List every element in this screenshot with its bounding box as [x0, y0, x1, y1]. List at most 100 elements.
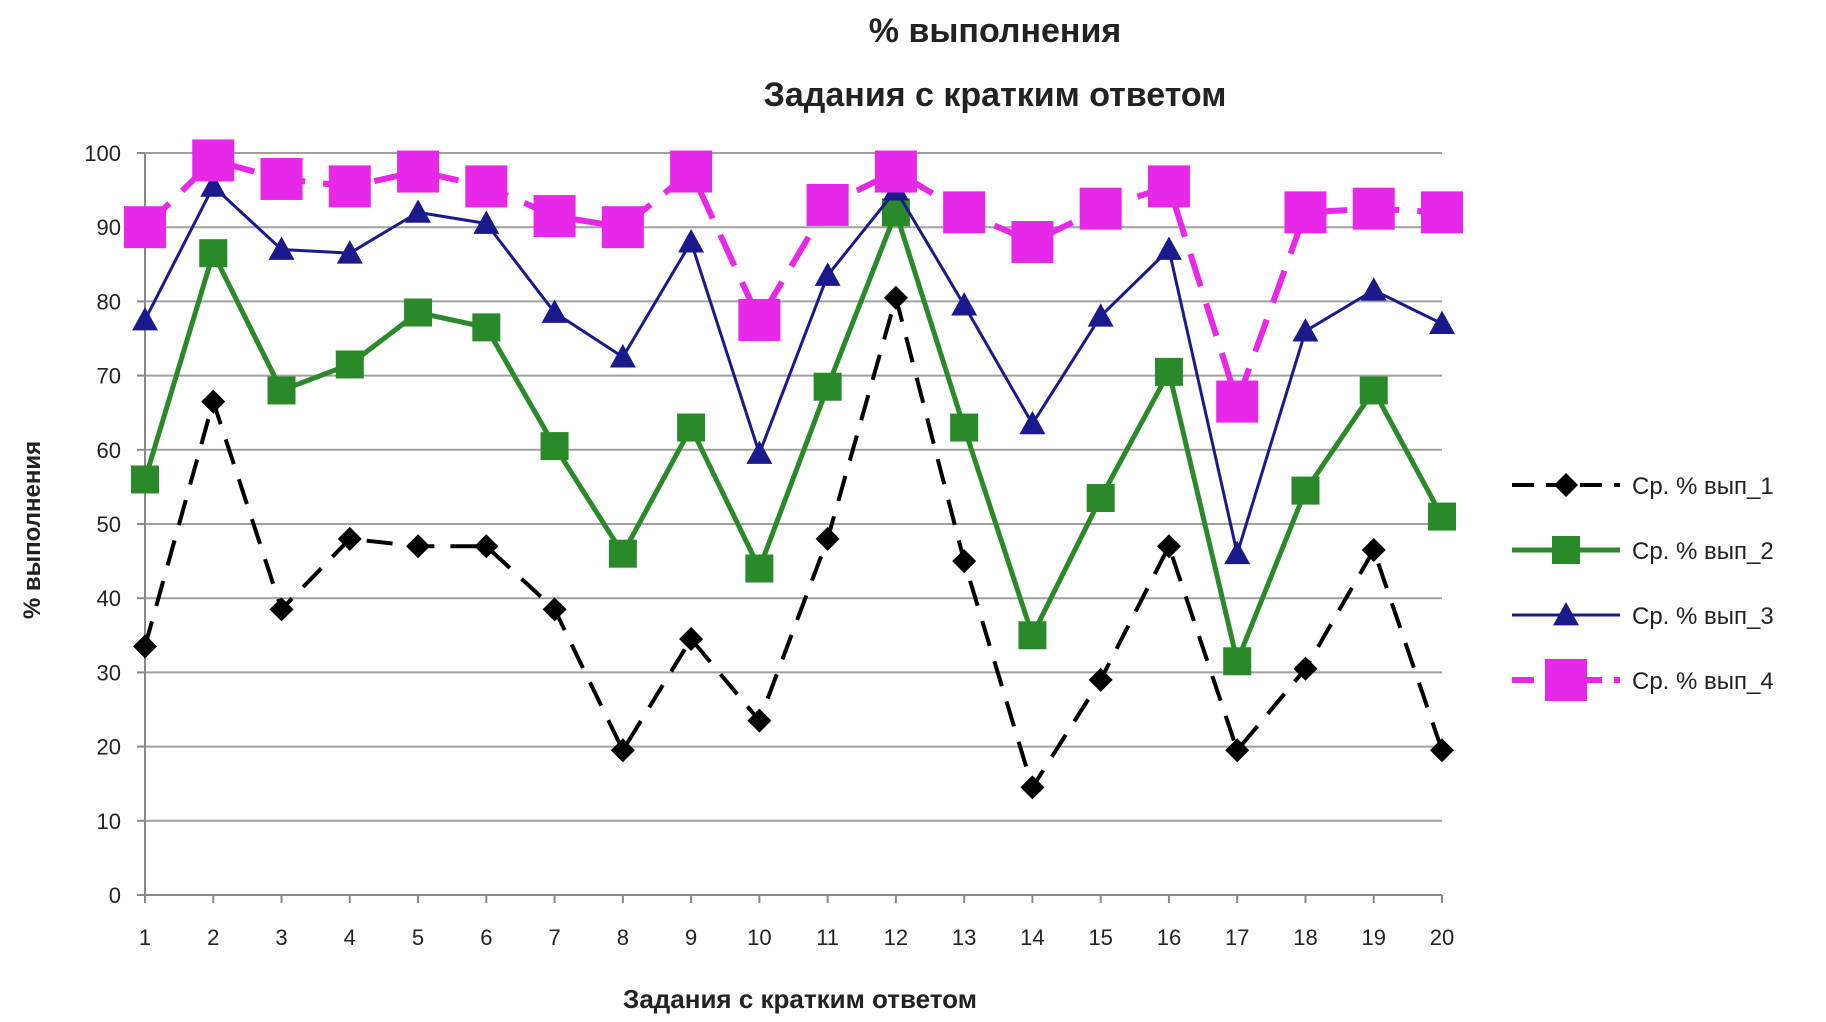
axes: [144, 153, 1442, 896]
data-point: [542, 597, 567, 622]
data-point: [474, 534, 499, 559]
x-tick-label: 8: [617, 925, 629, 950]
data-point: [952, 549, 977, 574]
data-point: [404, 298, 433, 327]
data-point: [1088, 667, 1113, 692]
series-line: [142, 209, 1445, 664]
data-point: [267, 376, 296, 405]
y-tick-label: 80: [97, 289, 121, 314]
data-point: [1292, 318, 1319, 342]
legend-item-4: Ср. % вып_4: [1512, 659, 1774, 701]
data-point: [124, 206, 166, 249]
data-point: [1154, 357, 1183, 386]
data-point: [1428, 502, 1456, 531]
data-point: [336, 240, 363, 264]
data-point: [540, 432, 569, 461]
series-line: [143, 295, 1444, 790]
series-1: [133, 285, 1454, 800]
data-point: [601, 206, 644, 249]
data-point: [533, 195, 576, 238]
chart-title: % выполнения: [869, 12, 1121, 50]
data-point: [406, 534, 431, 559]
y-tick-label: 50: [97, 512, 121, 537]
data-point: [1293, 656, 1318, 681]
data-point: [813, 372, 842, 401]
y-tick-label: 90: [97, 215, 121, 240]
data-point: [1155, 236, 1182, 260]
data-point: [609, 344, 636, 368]
x-tick-label: 20: [1430, 925, 1454, 950]
data-point: [670, 150, 713, 193]
data-point: [1284, 191, 1327, 234]
data-point: [472, 313, 501, 342]
data-point: [1018, 621, 1047, 650]
data-point: [541, 299, 568, 323]
data-point: [465, 165, 508, 208]
x-tick-label: 18: [1293, 925, 1317, 950]
data-point: [951, 292, 978, 316]
data-point: [883, 285, 908, 310]
legend-label: Ср. % вып_2: [1632, 538, 1774, 565]
x-tick-label: 12: [884, 925, 908, 950]
x-tick-labels: 1 2 3 4 5 6 7 8 9 10 11 12 13 14 15 16 17 18 19 20: [139, 895, 1454, 950]
data-point: [1223, 647, 1252, 676]
data-point: [1079, 187, 1122, 230]
data-point: [1086, 484, 1115, 513]
data-point: [738, 298, 781, 341]
legend: Ср. % вып_1 Ср. % вып_2 Ср. % вып_3 Ср. % в…: [1512, 473, 1774, 701]
data-point: [677, 413, 706, 442]
x-tick-label: 14: [1020, 925, 1044, 950]
data-point: [1361, 537, 1386, 562]
data-point: [473, 210, 500, 234]
data-point: [1352, 187, 1395, 230]
data-point: [1360, 277, 1387, 301]
legend-label: Ср. % вып_3: [1632, 603, 1774, 630]
legend-item-3: Ср. % вып_3: [1512, 602, 1774, 630]
data-point: [1011, 221, 1054, 264]
data-point: [335, 350, 364, 379]
data-point: [405, 199, 432, 223]
x-tick-label: 3: [275, 925, 287, 950]
x-tick-label: 13: [952, 925, 976, 950]
series-line: [143, 184, 1443, 556]
data-point: [806, 183, 849, 226]
data-point: [1019, 410, 1046, 435]
data-point: [1359, 376, 1388, 405]
data-point: [1147, 165, 1190, 208]
y-tick-label: 60: [97, 438, 121, 463]
data-point: [132, 306, 158, 331]
y-tick-label: 30: [97, 660, 121, 685]
data-point: [268, 236, 295, 260]
x-tick-label: 10: [747, 925, 771, 950]
legend-item-2: Ср. % вып_2: [1512, 536, 1774, 565]
data-point: [815, 526, 840, 551]
data-point: [679, 627, 704, 652]
data-point: [950, 413, 979, 442]
data-point: [747, 708, 772, 733]
y-tick-label: 100: [84, 141, 121, 166]
x-tick-label: 4: [344, 925, 356, 950]
data-point: [1225, 738, 1250, 763]
data-point: [337, 526, 362, 551]
data-point: [814, 262, 841, 286]
x-tick-label: 17: [1225, 925, 1249, 950]
series-line: [142, 157, 1443, 405]
x-tick-label: 9: [685, 925, 697, 950]
data-point: [874, 150, 917, 193]
data-point: [1421, 191, 1463, 234]
data-point: [260, 157, 303, 200]
y-tick-label: 20: [97, 735, 121, 760]
y-axis-label: % выполнения: [19, 441, 46, 619]
data-point: [745, 554, 774, 583]
x-tick-label: 2: [207, 925, 219, 950]
x-tick-label: 6: [480, 925, 492, 950]
data-point: [1430, 738, 1454, 763]
x-tick-label: 7: [548, 925, 560, 950]
data-point: [1216, 380, 1259, 423]
data-point: [199, 239, 228, 268]
legend-label: Ср. % вып_1: [1632, 473, 1774, 500]
data-point: [1156, 534, 1181, 559]
data-point: [610, 738, 635, 763]
data-point: [192, 139, 235, 182]
legend-marker: [1552, 536, 1580, 564]
